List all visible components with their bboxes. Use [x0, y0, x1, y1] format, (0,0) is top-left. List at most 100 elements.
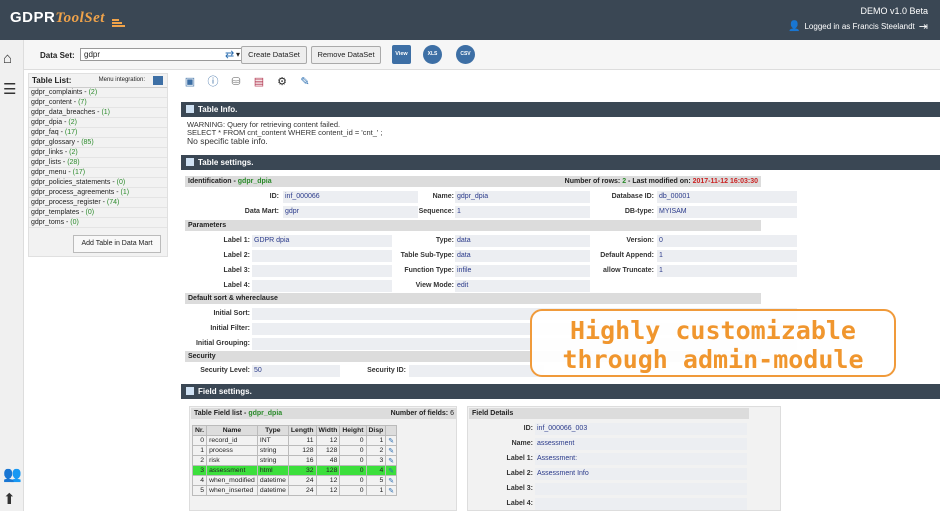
label2-label: Label 2:	[223, 252, 250, 259]
detail-label2-value[interactable]: Assessment Info	[535, 468, 747, 480]
table-list-item[interactable]: gdpr_process_agreements - (1)	[29, 188, 167, 198]
table-cell: 16	[287, 455, 317, 466]
table-list-panel: Table List: Menu integration: gdpr_compl…	[28, 73, 168, 257]
table-cell: string	[256, 455, 289, 466]
detail-label3-value[interactable]	[535, 483, 747, 495]
users-icon[interactable]: 👥	[3, 466, 22, 483]
edit-icon[interactable]: ✎	[385, 475, 397, 486]
name-value[interactable]: gdpr_dpia	[455, 191, 590, 203]
view-mode-value[interactable]: edit	[455, 280, 590, 292]
database-id-value[interactable]: db_00001	[657, 191, 797, 203]
table-cell: 2	[191, 455, 208, 466]
table-list-item[interactable]: gdpr_toms - (0)	[29, 218, 167, 228]
dataset-select[interactable]: gdpr ▾	[80, 48, 244, 61]
version-value[interactable]: 0	[657, 235, 797, 247]
table-list-item[interactable]: gdpr_policies_statements - (0)	[29, 178, 167, 188]
column-header: Length	[287, 425, 317, 436]
label4-value[interactable]	[252, 280, 392, 292]
logo-bars-icon	[111, 18, 125, 27]
table-row[interactable]: 4 when_modified datetime 24 12 0 5 ✎	[191, 475, 397, 486]
edit-icon[interactable]: ✎	[385, 485, 397, 496]
detail-name-value[interactable]: assessment	[535, 438, 747, 450]
detail-id-value[interactable]: inf_000066_003	[535, 423, 747, 435]
type-label: Type:	[435, 237, 454, 244]
app-logo[interactable]: GDPRToolSet	[10, 9, 125, 27]
security-level-label: Security Level:	[200, 367, 250, 374]
xls-export-icon[interactable]: XLS	[423, 45, 442, 64]
edit-icon[interactable]: ✎	[385, 465, 397, 476]
label1-label: Label 1:	[223, 237, 250, 244]
table-list-item[interactable]: gdpr_dpia - (2)	[29, 118, 167, 128]
table-row[interactable]: 1 process string 128 128 0 2 ✎	[191, 445, 397, 456]
refresh-icon[interactable]: ⇄	[225, 49, 235, 61]
field-details-panel: Field Details ID: inf_000066_003 Name: a…	[467, 406, 781, 511]
logout-icon[interactable]: ⇥	[918, 21, 928, 33]
column-header: Name	[206, 425, 258, 436]
info-icon[interactable]: ⓘ	[207, 76, 219, 88]
label2-value[interactable]	[252, 250, 392, 262]
user-info: 👤 Logged in as Francis Steelandt ⇥	[788, 20, 928, 33]
create-dataset-button[interactable]: Create DataSet	[241, 46, 307, 64]
table-row[interactable]: 3 assessment html 32 128 0 4 ✎	[191, 465, 397, 476]
table-cell: 24	[287, 475, 317, 486]
table-list-item[interactable]: gdpr_data_breaches - (1)	[29, 108, 167, 118]
identification-bar: Identification - gdpr_dpia Number of row…	[185, 176, 761, 187]
db-type-label: DB-type:	[624, 208, 654, 215]
id-value[interactable]: inf_000066	[283, 191, 418, 203]
table-row[interactable]: 5 when_inserted datetime 24 12 0 1 ✎	[191, 485, 397, 496]
edit-icon[interactable]: ✎	[385, 435, 397, 446]
detail-label1-label: Label 1:	[506, 455, 533, 462]
remove-dataset-button[interactable]: Remove DataSet	[311, 46, 381, 64]
initial-sort-label: Initial Sort:	[213, 310, 250, 317]
section-icon	[186, 105, 194, 113]
edit-icon[interactable]: ✎	[385, 455, 397, 466]
csv-export-icon[interactable]: CSV	[456, 45, 475, 64]
database-id-label: Database ID:	[611, 193, 654, 200]
function-type-value[interactable]: infile	[455, 265, 590, 277]
field-details-bar: Field Details	[469, 408, 749, 419]
default-append-value[interactable]: 1	[657, 250, 797, 262]
settings-icon[interactable]: ⚙	[277, 76, 287, 88]
sequence-value[interactable]: 1	[455, 206, 590, 218]
table-list-item[interactable]: gdpr_complaints - (2)	[29, 88, 167, 98]
initial-grouping-label: Initial Grouping:	[195, 340, 250, 347]
table-list-item[interactable]: gdpr_links - (2)	[29, 148, 167, 158]
allow-truncate-value[interactable]: 1	[657, 265, 797, 277]
menu-integration-icon[interactable]	[153, 76, 163, 85]
table-list-item[interactable]: gdpr_menu - (17)	[29, 168, 167, 178]
table-list-item[interactable]: gdpr_templates - (0)	[29, 208, 167, 218]
function-type-label: Function Type:	[404, 267, 454, 274]
data-mart-value[interactable]: gdpr	[283, 206, 418, 218]
edit-icon[interactable]: ✎	[385, 445, 397, 456]
table-list-item[interactable]: gdpr_faq - (17)	[29, 128, 167, 138]
detail-label1-value[interactable]: Assessment:	[535, 453, 747, 465]
home-icon[interactable]: ⌂	[3, 50, 13, 67]
table-cell: 12	[315, 435, 341, 446]
security-id-value[interactable]	[409, 365, 544, 377]
table-row[interactable]: 0 record_id INT 11 12 0 1 ✎	[191, 435, 397, 446]
subtype-value[interactable]: data	[455, 250, 590, 262]
type-value[interactable]: data	[455, 235, 590, 247]
label3-value[interactable]	[252, 265, 392, 277]
label1-value[interactable]: GDPR dpia	[252, 235, 392, 247]
table-cell: 5	[191, 485, 208, 496]
table-list-item[interactable]: gdpr_glossary - (85)	[29, 138, 167, 148]
table-cell: 0	[339, 475, 367, 486]
list-icon[interactable]: ☰	[3, 81, 17, 98]
arrow-up-icon[interactable]: ⬆	[3, 491, 16, 508]
table-list-item[interactable]: gdpr_lists - (28)	[29, 158, 167, 168]
table-list-item[interactable]: gdpr_process_register - (74)	[29, 198, 167, 208]
label3-label: Label 3:	[223, 267, 250, 274]
table-row[interactable]: 2 risk string 16 48 0 3 ✎	[191, 455, 397, 466]
detail-label4-value[interactable]	[535, 498, 747, 510]
main-content: ▣ ⓘ ⛁ ▤ ⚙ ✎ Table Info. WARNING: Query f…	[178, 72, 940, 511]
table-list-item[interactable]: gdpr_content - (7)	[29, 98, 167, 108]
db-type-value[interactable]: MYISAM	[657, 206, 797, 218]
add-table-button[interactable]: Add Table in Data Mart	[73, 235, 161, 253]
log-icon[interactable]: ▤	[253, 76, 265, 88]
view-icon[interactable]: View	[392, 45, 411, 64]
table-icon[interactable]: ▣	[184, 76, 196, 88]
database-icon[interactable]: ⛁	[231, 76, 241, 88]
security-level-value[interactable]: 50	[252, 365, 340, 377]
edit-icon[interactable]: ✎	[300, 76, 310, 88]
